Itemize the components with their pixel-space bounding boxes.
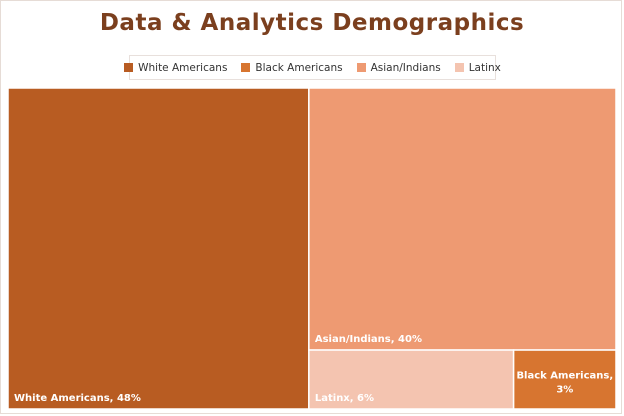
legend-item-black-americans: Black Americans [241, 61, 343, 74]
treemap-tile-asian-indians [308, 87, 617, 351]
legend-item-white-americans: White Americans [124, 62, 227, 74]
tile-label-latinx: Latinx, 6% [315, 393, 374, 404]
legend-item-asian-indians: Asian/Indians [356, 61, 441, 74]
legend-item-latinx: Latinx [454, 61, 501, 74]
legend-swatch [241, 63, 251, 72]
legend-swatch [356, 63, 366, 72]
tile-label-white-americans: White Americans, 48% [14, 393, 141, 404]
legend-swatch [124, 63, 134, 72]
treemap-tile-black-americans [512, 349, 617, 410]
legend: White Americans Black Americans Asian/In… [124, 55, 501, 80]
legend-label: Asian/Indians [370, 61, 441, 74]
tile-label-black-americans: Black Americans, 3% [516, 371, 613, 396]
legend-label: Black Americans [255, 61, 343, 74]
legend-label: Latinx [468, 61, 501, 74]
tile-label-asian-indians: Asian/Indians, 40% [315, 334, 422, 345]
chart-title: Data & Analytics Demographics [99, 10, 525, 36]
treemap-tile-white-americans [7, 87, 310, 410]
legend-label: White Americans [138, 61, 228, 74]
legend-swatch [454, 63, 464, 72]
